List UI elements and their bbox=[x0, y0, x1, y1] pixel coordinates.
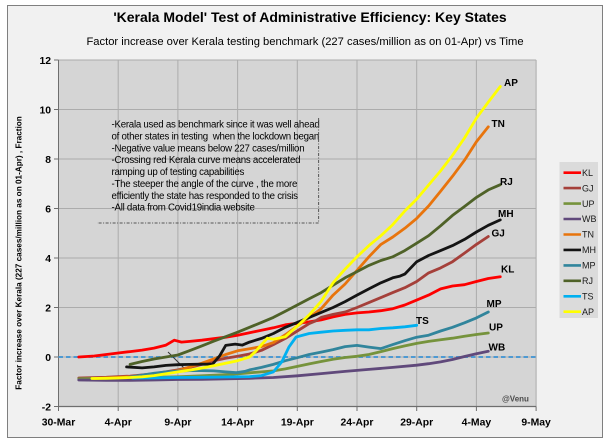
svg-text:TN: TN bbox=[582, 230, 594, 240]
svg-text:-The steeper the angle of the: -The steeper the angle of the curve , th… bbox=[112, 179, 298, 190]
svg-text:UP: UP bbox=[582, 199, 595, 209]
svg-text:29-Apr: 29-Apr bbox=[400, 418, 433, 429]
svg-text:RJ: RJ bbox=[582, 276, 593, 286]
svg-text:MP: MP bbox=[487, 299, 502, 310]
svg-text:'Kerala Model' Test of Adminis: 'Kerala Model' Test of Administrative Ef… bbox=[113, 9, 507, 25]
svg-text:efficiently the state has resp: efficiently the state has responded to t… bbox=[112, 191, 299, 202]
svg-text:Factor increase over Kerala (2: Factor increase over Kerala (227 cases/m… bbox=[15, 116, 24, 389]
svg-text:ramping up of testing capabili: ramping up of testing capabilities bbox=[112, 167, 245, 178]
svg-text:4: 4 bbox=[45, 254, 51, 265]
svg-text:4-Apr: 4-Apr bbox=[105, 418, 132, 429]
svg-text:9-May: 9-May bbox=[521, 418, 551, 429]
svg-text:TS: TS bbox=[582, 292, 594, 302]
svg-text:-Crossing red Kerala curve mea: -Crossing red Kerala curve means acceler… bbox=[112, 155, 301, 166]
svg-text:@Venu: @Venu bbox=[502, 395, 529, 404]
svg-text:30-Mar: 30-Mar bbox=[42, 418, 76, 429]
svg-text:12: 12 bbox=[39, 56, 51, 67]
svg-text:RJ: RJ bbox=[500, 177, 513, 188]
svg-text:-Kerala used as benchmark sinc: -Kerala used as benchmark since it was w… bbox=[112, 120, 320, 131]
svg-text:-All data from Covid19india we: -All data from Covid19india website bbox=[112, 203, 255, 214]
svg-text:19-Apr: 19-Apr bbox=[281, 418, 314, 429]
svg-text:of other states in testing wh: of other states in testing when the lock… bbox=[112, 132, 320, 143]
svg-text:2: 2 bbox=[45, 304, 51, 315]
svg-text:Factor increase over Kerala te: Factor increase over Kerala testing benc… bbox=[86, 36, 523, 48]
svg-text:MH: MH bbox=[498, 209, 514, 220]
svg-text:AP: AP bbox=[504, 78, 518, 89]
svg-text:UP: UP bbox=[489, 323, 503, 334]
svg-text:TN: TN bbox=[492, 119, 505, 130]
svg-text:10: 10 bbox=[39, 106, 51, 117]
svg-text:MH: MH bbox=[582, 245, 596, 255]
svg-text:0: 0 bbox=[45, 353, 51, 364]
svg-text:TS: TS bbox=[416, 316, 429, 327]
svg-text:GJ: GJ bbox=[582, 183, 594, 193]
svg-text:-Negative value means below 22: -Negative value means below 227 cases/mi… bbox=[112, 143, 305, 154]
svg-text:WB: WB bbox=[489, 343, 506, 354]
svg-text:-2: -2 bbox=[42, 403, 51, 414]
svg-text:WB: WB bbox=[582, 214, 597, 224]
svg-text:6: 6 bbox=[45, 205, 51, 216]
svg-text:14-Apr: 14-Apr bbox=[221, 418, 254, 429]
svg-text:9-Apr: 9-Apr bbox=[164, 418, 191, 429]
svg-text:KL: KL bbox=[582, 168, 593, 178]
svg-text:KL: KL bbox=[501, 265, 514, 276]
svg-text:24-Apr: 24-Apr bbox=[341, 418, 374, 429]
svg-text:4-May: 4-May bbox=[462, 418, 492, 429]
svg-text:8: 8 bbox=[45, 155, 51, 166]
svg-text:AP: AP bbox=[582, 307, 594, 317]
svg-text:MP: MP bbox=[582, 261, 596, 271]
svg-text:GJ: GJ bbox=[492, 229, 505, 240]
